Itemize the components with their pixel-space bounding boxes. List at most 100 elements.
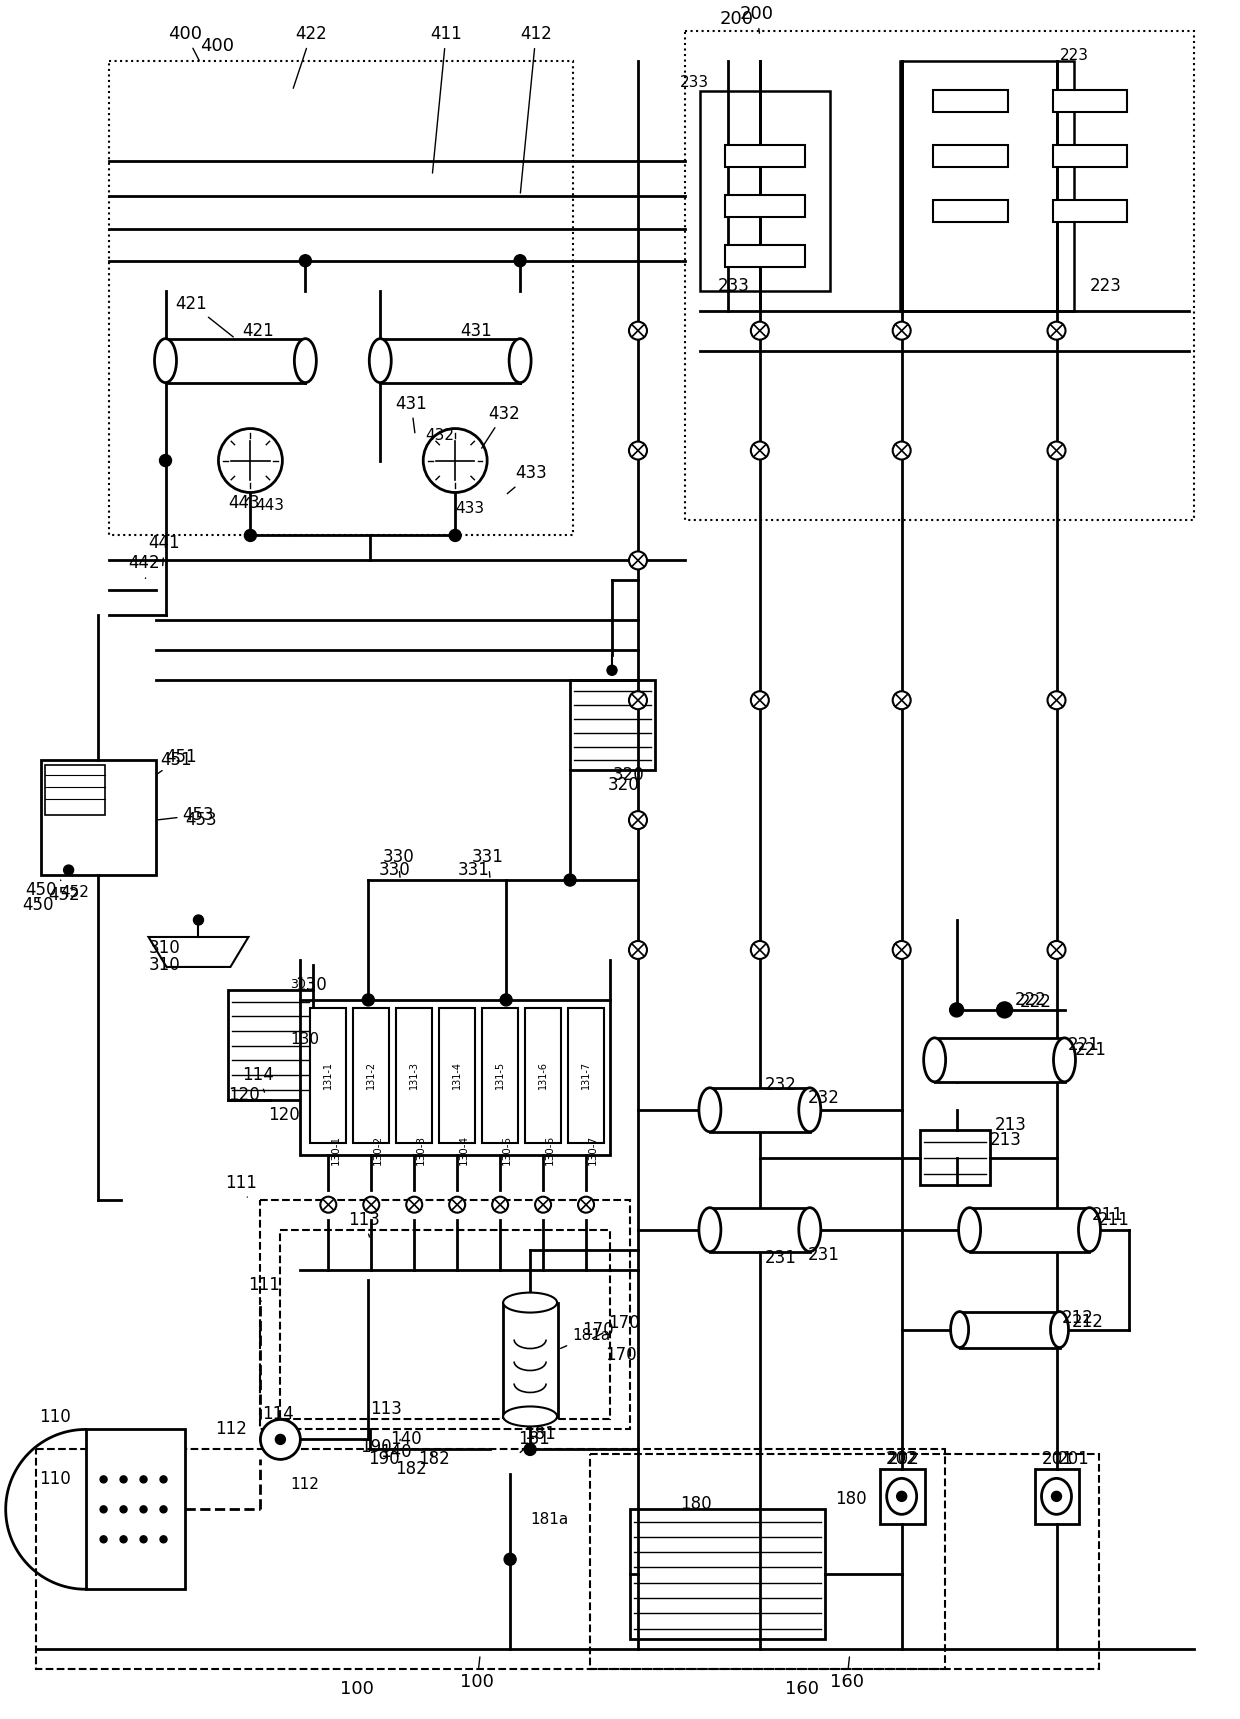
Text: 310: 310 bbox=[149, 956, 180, 975]
Ellipse shape bbox=[370, 339, 392, 383]
Text: 131-3: 131-3 bbox=[409, 1061, 419, 1088]
Text: 130-4: 130-4 bbox=[459, 1135, 469, 1165]
Text: 120: 120 bbox=[228, 1086, 260, 1104]
Ellipse shape bbox=[140, 1535, 148, 1544]
Ellipse shape bbox=[160, 1506, 167, 1513]
Text: 330: 330 bbox=[382, 847, 414, 877]
Text: 433: 433 bbox=[455, 500, 485, 516]
Text: 131-4: 131-4 bbox=[453, 1061, 463, 1088]
Ellipse shape bbox=[100, 1477, 107, 1483]
Text: 330: 330 bbox=[378, 861, 410, 878]
Bar bbox=[260, 1200, 630, 1430]
Bar bbox=[725, 194, 805, 217]
Bar bbox=[684, 31, 1194, 521]
Bar bbox=[439, 1007, 475, 1143]
Bar bbox=[960, 1312, 1059, 1348]
Text: 130-3: 130-3 bbox=[417, 1135, 427, 1165]
Text: 201: 201 bbox=[1042, 1451, 1074, 1468]
Text: 190: 190 bbox=[361, 1439, 392, 1456]
Text: 140: 140 bbox=[391, 1430, 422, 1449]
Text: 130-7: 130-7 bbox=[588, 1135, 598, 1165]
Text: 30: 30 bbox=[290, 978, 306, 992]
Text: 452: 452 bbox=[61, 885, 89, 899]
Ellipse shape bbox=[629, 321, 647, 340]
Bar bbox=[932, 144, 1008, 167]
Text: 222: 222 bbox=[1019, 994, 1052, 1011]
Ellipse shape bbox=[893, 940, 910, 959]
Text: 442: 442 bbox=[129, 555, 160, 578]
Ellipse shape bbox=[275, 1434, 285, 1444]
Text: 320: 320 bbox=[613, 767, 645, 784]
Text: 400: 400 bbox=[201, 38, 234, 55]
Ellipse shape bbox=[751, 940, 769, 959]
Bar bbox=[709, 1208, 810, 1251]
Text: 180: 180 bbox=[680, 1496, 712, 1513]
Ellipse shape bbox=[500, 994, 512, 1006]
Text: 131-7: 131-7 bbox=[582, 1061, 591, 1088]
Text: 221: 221 bbox=[1068, 1037, 1100, 1054]
Text: 120: 120 bbox=[268, 1105, 300, 1124]
Bar bbox=[568, 1007, 604, 1143]
Text: 222: 222 bbox=[1014, 990, 1047, 1009]
Text: 110: 110 bbox=[38, 1408, 71, 1427]
Bar bbox=[879, 1470, 925, 1525]
Ellipse shape bbox=[492, 1196, 508, 1212]
Ellipse shape bbox=[751, 442, 769, 459]
Ellipse shape bbox=[699, 1208, 720, 1251]
Ellipse shape bbox=[799, 1208, 821, 1251]
Ellipse shape bbox=[160, 1477, 167, 1483]
Text: 114: 114 bbox=[243, 1066, 274, 1092]
Bar bbox=[970, 1208, 1090, 1251]
Text: 182: 182 bbox=[418, 1451, 450, 1468]
Ellipse shape bbox=[578, 1196, 594, 1212]
Text: 202: 202 bbox=[888, 1451, 919, 1468]
Bar bbox=[86, 1430, 186, 1590]
Text: 181: 181 bbox=[518, 1430, 549, 1449]
Ellipse shape bbox=[897, 1492, 906, 1501]
Bar bbox=[590, 1454, 1100, 1669]
Ellipse shape bbox=[893, 442, 910, 459]
Text: 451: 451 bbox=[160, 751, 192, 768]
Ellipse shape bbox=[525, 1444, 536, 1456]
Text: 160: 160 bbox=[785, 1679, 818, 1698]
Text: 223: 223 bbox=[1090, 277, 1121, 294]
Text: 453: 453 bbox=[186, 811, 217, 829]
Text: 201: 201 bbox=[1058, 1451, 1089, 1468]
Ellipse shape bbox=[924, 1038, 946, 1081]
Text: 182: 182 bbox=[396, 1461, 427, 1478]
Ellipse shape bbox=[799, 1088, 821, 1131]
Text: 110: 110 bbox=[38, 1470, 71, 1489]
Ellipse shape bbox=[629, 811, 647, 829]
Text: 181a: 181a bbox=[560, 1327, 610, 1348]
Text: 130-5: 130-5 bbox=[502, 1135, 512, 1165]
Ellipse shape bbox=[160, 454, 171, 466]
Ellipse shape bbox=[1079, 1208, 1100, 1251]
Text: 233: 233 bbox=[718, 277, 750, 294]
Ellipse shape bbox=[1042, 1478, 1071, 1514]
Bar bbox=[45, 765, 104, 815]
Ellipse shape bbox=[997, 1002, 1013, 1018]
Text: 411: 411 bbox=[430, 26, 463, 174]
Ellipse shape bbox=[629, 442, 647, 459]
Text: 131-6: 131-6 bbox=[538, 1061, 548, 1088]
Text: 131-1: 131-1 bbox=[324, 1061, 334, 1088]
Ellipse shape bbox=[100, 1506, 107, 1513]
Text: 112: 112 bbox=[290, 1477, 319, 1492]
Bar bbox=[165, 339, 305, 383]
Ellipse shape bbox=[140, 1477, 148, 1483]
Text: 181a: 181a bbox=[531, 1511, 568, 1526]
Bar bbox=[109, 60, 573, 535]
Ellipse shape bbox=[959, 1208, 981, 1251]
Ellipse shape bbox=[564, 873, 577, 885]
Ellipse shape bbox=[63, 865, 73, 875]
Ellipse shape bbox=[363, 1196, 379, 1212]
Text: 213: 213 bbox=[990, 1131, 1022, 1148]
Ellipse shape bbox=[536, 1196, 551, 1212]
Text: 212: 212 bbox=[1061, 1308, 1094, 1327]
Text: 331: 331 bbox=[472, 847, 503, 877]
Ellipse shape bbox=[887, 1478, 916, 1514]
Ellipse shape bbox=[1048, 321, 1065, 340]
Ellipse shape bbox=[1048, 442, 1065, 459]
Ellipse shape bbox=[951, 1312, 968, 1348]
Text: 431: 431 bbox=[396, 395, 427, 433]
